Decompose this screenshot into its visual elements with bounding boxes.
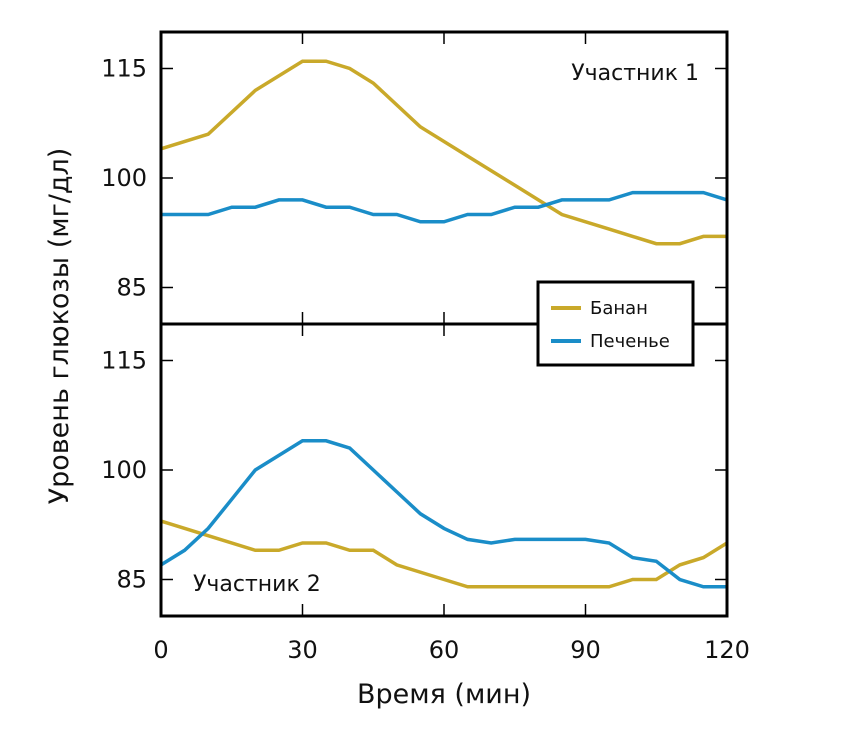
y-tick-label: 115 [101,55,147,83]
legend-label: Банан [590,298,648,319]
x-axis-title: Время (мин) [357,679,531,710]
panels-layer: 85 100 115 Участник 1 85 100 115 Участник 2 0 30 6… [101,30,750,664]
y-tick-label: 85 [116,566,147,594]
y-tick-label: 85 [116,274,147,302]
panel-frame [159,322,729,618]
panel-2: 85 100 115 Участник 2 [101,322,729,618]
x-tick-label: 90 [570,636,601,664]
series-line-cookie [161,190,728,224]
x-tick-label: 60 [429,636,460,664]
panel-title: Участник 1 [571,61,699,86]
y-tick-label: 115 [101,347,147,375]
y-tick-label: 100 [101,164,147,192]
series-line-cookie [160,439,727,589]
x-tick-label: 0 [153,636,168,664]
panel-1: 85 100 115 Участник 1 [101,30,729,326]
x-tick-label: 120 [704,636,750,664]
series-line-banana [160,519,728,589]
y-axis-title: Уровень глюкозы (мг/дл) [44,148,75,505]
legend-label: Печенье [590,331,670,352]
x-tick-label: 30 [287,636,318,664]
panel-title: Участник 2 [193,572,321,597]
legend: Банан Печенье [536,280,695,367]
y-tick-label: 100 [101,456,147,484]
series-line-banana [160,59,727,246]
legend-box [536,280,695,367]
